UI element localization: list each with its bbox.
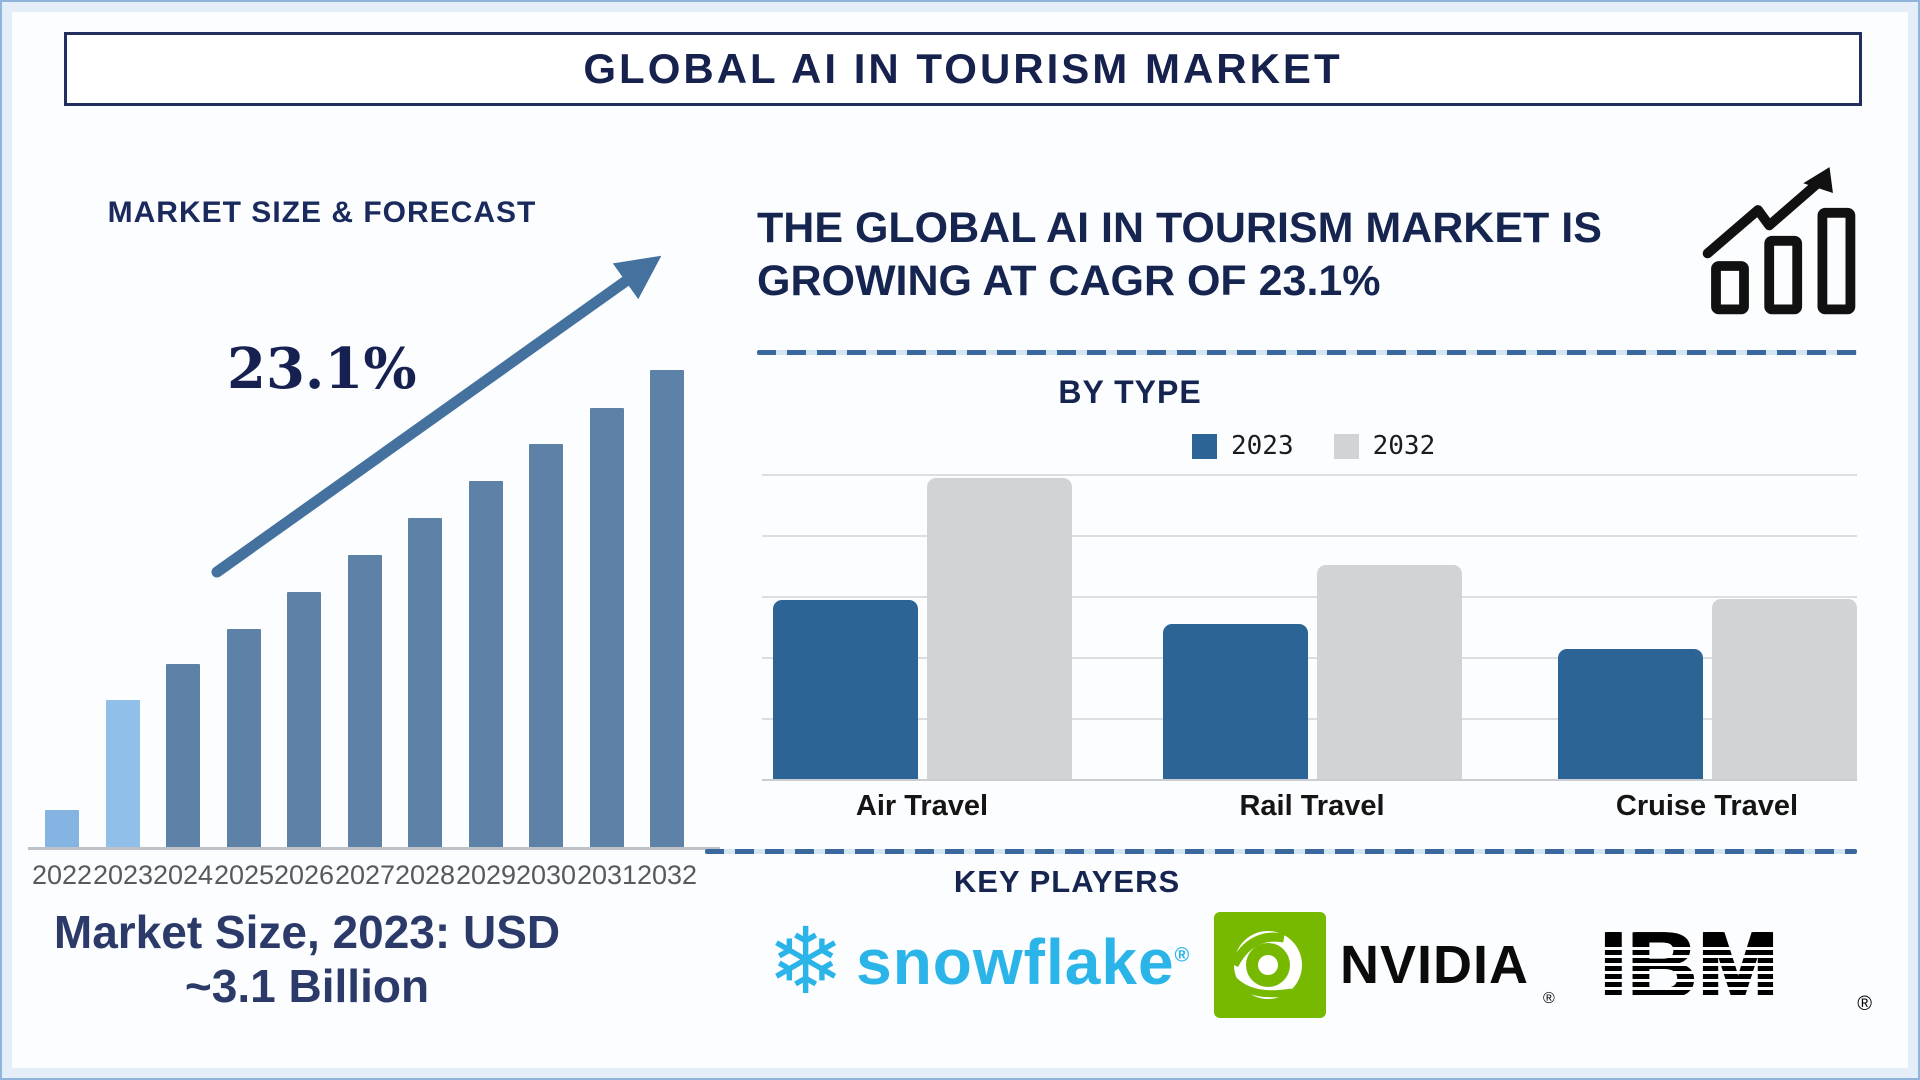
cagr-heading: THE GLOBAL AI IN TOURISM MARKET IS GROWI… [757, 202, 1697, 308]
legend-item-2023: 2023 [1192, 431, 1294, 461]
nvidia-wordmark: NVIDIA [1340, 935, 1530, 995]
forecast-bar-2022 [45, 810, 79, 847]
ibm-stripe [1594, 963, 1858, 966]
bytype-bar-cruise-travel-2032 [1711, 599, 1857, 779]
ibm-stripe [1594, 995, 1858, 998]
legend-swatch-2023 [1192, 433, 1217, 459]
cagr-heading-line1: THE GLOBAL AI IN TOURISM MARKET IS [757, 204, 1602, 252]
by-type-bar-chart [762, 474, 1857, 781]
title-box: GLOBAL AI IN TOURISM MARKET [64, 32, 1862, 106]
ibm-stripe [1594, 971, 1858, 974]
registered-mark: ® [1543, 990, 1555, 1007]
key-players-heading: KEY PLAYERS [953, 864, 1181, 899]
dashed-separator-top [757, 350, 1857, 355]
market-size-x-axis: 2022 2023 2024 2025 2026 2027 2028 2029 2030 2031… [28, 860, 720, 894]
legend-label-2032: 2032 [1372, 431, 1436, 461]
registered-mark: ® [1174, 944, 1191, 967]
snowflake-wordmark: snowflake® [856, 926, 1191, 998]
x-axis-label-2023: 2023 [92, 860, 154, 890]
category-label-rail-travel: Rail Travel [1239, 790, 1385, 822]
nvidia-logo: NVIDIA ® [1214, 912, 1555, 1018]
x-axis-label-2026: 2026 [273, 860, 335, 890]
bytype-bar-air-travel-2023 [772, 600, 918, 779]
forecast-bar-2027 [348, 555, 382, 847]
registered-mark: ® [1857, 993, 1872, 1015]
x-axis-label-2025: 2025 [213, 860, 275, 890]
category-label-air-travel: Air Travel [855, 790, 989, 822]
x-axis-label-2024: 2024 [152, 860, 214, 890]
by-type-category-labels: Air Travel Rail Travel Cruise Travel [2, 790, 1918, 824]
x-axis-label-2027: 2027 [334, 860, 396, 890]
bytype-bar-cruise-travel-2023 [1557, 649, 1703, 779]
gridline [762, 657, 1857, 659]
bar-group-rail-travel [1162, 565, 1462, 779]
gridline [762, 718, 1857, 720]
forecast-bar-2030 [529, 444, 563, 847]
snowflake-icon: ❄ [767, 908, 845, 1015]
by-type-legend: 2023 2032 [1192, 431, 1435, 461]
gridline [762, 535, 1857, 537]
forecast-bar-2032 [650, 370, 684, 847]
forecast-bar-2023 [106, 700, 140, 847]
dashed-separator-bottom [705, 849, 1857, 854]
ibm-logo: IBM ® [1594, 918, 1872, 1018]
gridline [762, 474, 1857, 476]
x-axis-label-2028: 2028 [394, 860, 456, 890]
growth-chart-icon [1702, 167, 1856, 315]
x-axis-label-2030: 2030 [515, 860, 577, 890]
forecast-bar-2024 [166, 664, 200, 847]
x-axis-label-2032: 2032 [636, 860, 698, 890]
x-axis-label-2031: 2031 [576, 860, 638, 890]
ibm-wordmark: IBM [1600, 918, 1870, 1014]
ibm-stripe [1594, 947, 1858, 950]
legend-swatch-2032 [1333, 433, 1359, 459]
legend-item-2032: 2032 [1333, 431, 1436, 461]
ibm-stripe [1594, 979, 1858, 982]
x-axis-label-2029: 2029 [455, 860, 517, 890]
forecast-bar-2031 [590, 408, 624, 847]
growth-arrow-icon [211, 255, 662, 578]
market-size-note-line2: ~3.1 Billion [184, 960, 430, 1013]
cagr-heading-line2: GROWING AT CAGR OF 23.1% [757, 257, 1381, 305]
page-title: GLOBAL AI IN TOURISM MARKET [583, 45, 1343, 92]
x-axis-label-2022: 2022 [31, 860, 93, 890]
legend-label-2023: 2023 [1231, 431, 1294, 461]
forecast-bar-2026 [287, 592, 321, 847]
market-size-forecast-heading: MARKET SIZE & FORECAST [107, 196, 537, 229]
bytype-bar-rail-travel-2023 [1162, 624, 1308, 779]
nvidia-eye-icon [1214, 912, 1326, 1018]
by-type-heading: BY TYPE [1058, 374, 1202, 410]
bytype-bar-rail-travel-2032 [1316, 565, 1462, 779]
market-size-bar-chart [28, 302, 720, 850]
forecast-bar-2029 [469, 481, 503, 847]
bar-group-cruise-travel [1557, 599, 1857, 779]
bar-group-air-travel [772, 478, 1072, 779]
ibm-stripe [1594, 987, 1858, 990]
ibm-stripe [1594, 955, 1858, 958]
market-size-note: Market Size, 2023: USD ~3.1 Billion [22, 905, 592, 1014]
gridline [762, 596, 1857, 598]
forecast-bar-2028 [408, 518, 442, 847]
category-label-cruise-travel: Cruise Travel [1615, 790, 1799, 822]
snowflake-logo: ❄ snowflake® [767, 914, 1190, 1010]
forecast-bar-2025 [227, 629, 261, 847]
market-size-note-line1: Market Size, 2023: USD [53, 906, 561, 958]
cagr-annotation: 23.1% [227, 336, 417, 402]
bytype-bar-air-travel-2032 [926, 478, 1072, 779]
